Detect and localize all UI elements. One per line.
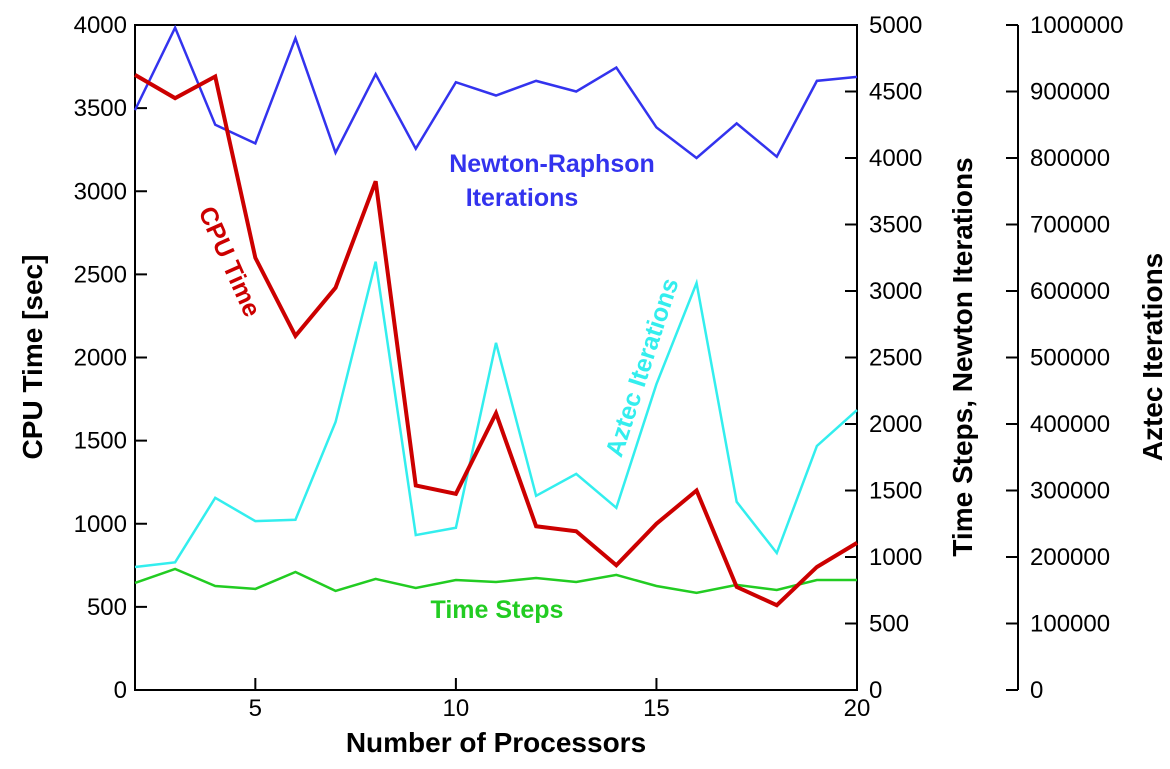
y2-tick-label: 1000 bbox=[869, 544, 922, 571]
y3-tick-label: 500000 bbox=[1030, 345, 1110, 372]
y3-tick-label: 600000 bbox=[1030, 278, 1110, 305]
y3-tick-label: 800000 bbox=[1030, 145, 1110, 172]
y-tick-label: 500 bbox=[87, 594, 127, 621]
y2-tick-label: 2500 bbox=[869, 345, 922, 372]
annotation: Newton-Raphson bbox=[449, 150, 655, 178]
annotation: Time Steps bbox=[431, 596, 564, 624]
annotation: Aztec Iterations bbox=[600, 275, 684, 461]
y3-tick-label: 200000 bbox=[1030, 544, 1110, 571]
series-line bbox=[133, 73, 859, 608]
x-tick-label: 5 bbox=[249, 695, 262, 722]
series-line bbox=[134, 261, 858, 569]
y2-tick-label: 3500 bbox=[869, 212, 922, 239]
y3-tick-label: 0 bbox=[1030, 677, 1043, 704]
y2-tick-label: 5000 bbox=[869, 12, 922, 39]
y-tick-label: 1500 bbox=[74, 428, 127, 455]
x-axis-title: Number of Processors bbox=[346, 727, 646, 758]
y2-tick-label: 1500 bbox=[869, 478, 922, 505]
y2-tick-label: 3000 bbox=[869, 278, 922, 305]
y2-tick-label: 0 bbox=[869, 677, 882, 704]
y2-tick-label: 4000 bbox=[869, 145, 922, 172]
y-tick-label: 2500 bbox=[74, 261, 127, 288]
y-tick-label: 1000 bbox=[74, 511, 127, 538]
y3-tick-label: 300000 bbox=[1030, 478, 1110, 505]
annotation: CPU Time bbox=[193, 202, 266, 321]
x-tick-label: 15 bbox=[643, 695, 670, 722]
series-line bbox=[134, 567, 857, 595]
x-tick-label: 20 bbox=[844, 695, 871, 722]
y-tick-label: 3000 bbox=[74, 178, 127, 205]
y2-tick-label: 4500 bbox=[869, 79, 922, 106]
y3-tick-label: 900000 bbox=[1030, 79, 1110, 106]
y3-tick-label: 700000 bbox=[1030, 212, 1110, 239]
y-tick-label: 0 bbox=[114, 677, 127, 704]
y3-tick-label: 1000000 bbox=[1030, 12, 1123, 39]
y-tick-label: 2000 bbox=[74, 345, 127, 372]
y2-axis-title: Time Steps, Newton Iterations bbox=[947, 157, 978, 556]
y-axis-title: CPU Time [sec] bbox=[17, 255, 48, 460]
y3-tick-label: 400000 bbox=[1030, 411, 1110, 438]
series-line bbox=[133, 24, 858, 160]
x-tick-label: 10 bbox=[443, 695, 470, 722]
y-tick-label: 4000 bbox=[74, 12, 127, 39]
y3-tick-label: 100000 bbox=[1030, 611, 1110, 638]
y-tick-label: 3500 bbox=[74, 95, 127, 122]
y2-tick-label: 500 bbox=[869, 611, 909, 638]
y3-axis-title: Aztec Iterations bbox=[1137, 253, 1168, 462]
y2-tick-label: 2000 bbox=[869, 411, 922, 438]
annotation: Iterations bbox=[466, 184, 579, 212]
